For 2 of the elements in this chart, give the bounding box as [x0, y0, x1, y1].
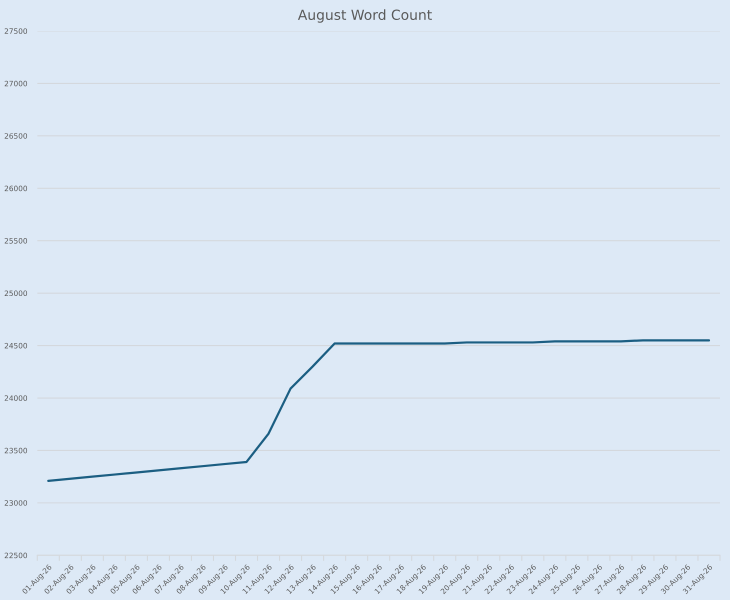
- chart-title: August Word Count: [298, 9, 432, 23]
- line-series: [47, 339, 710, 482]
